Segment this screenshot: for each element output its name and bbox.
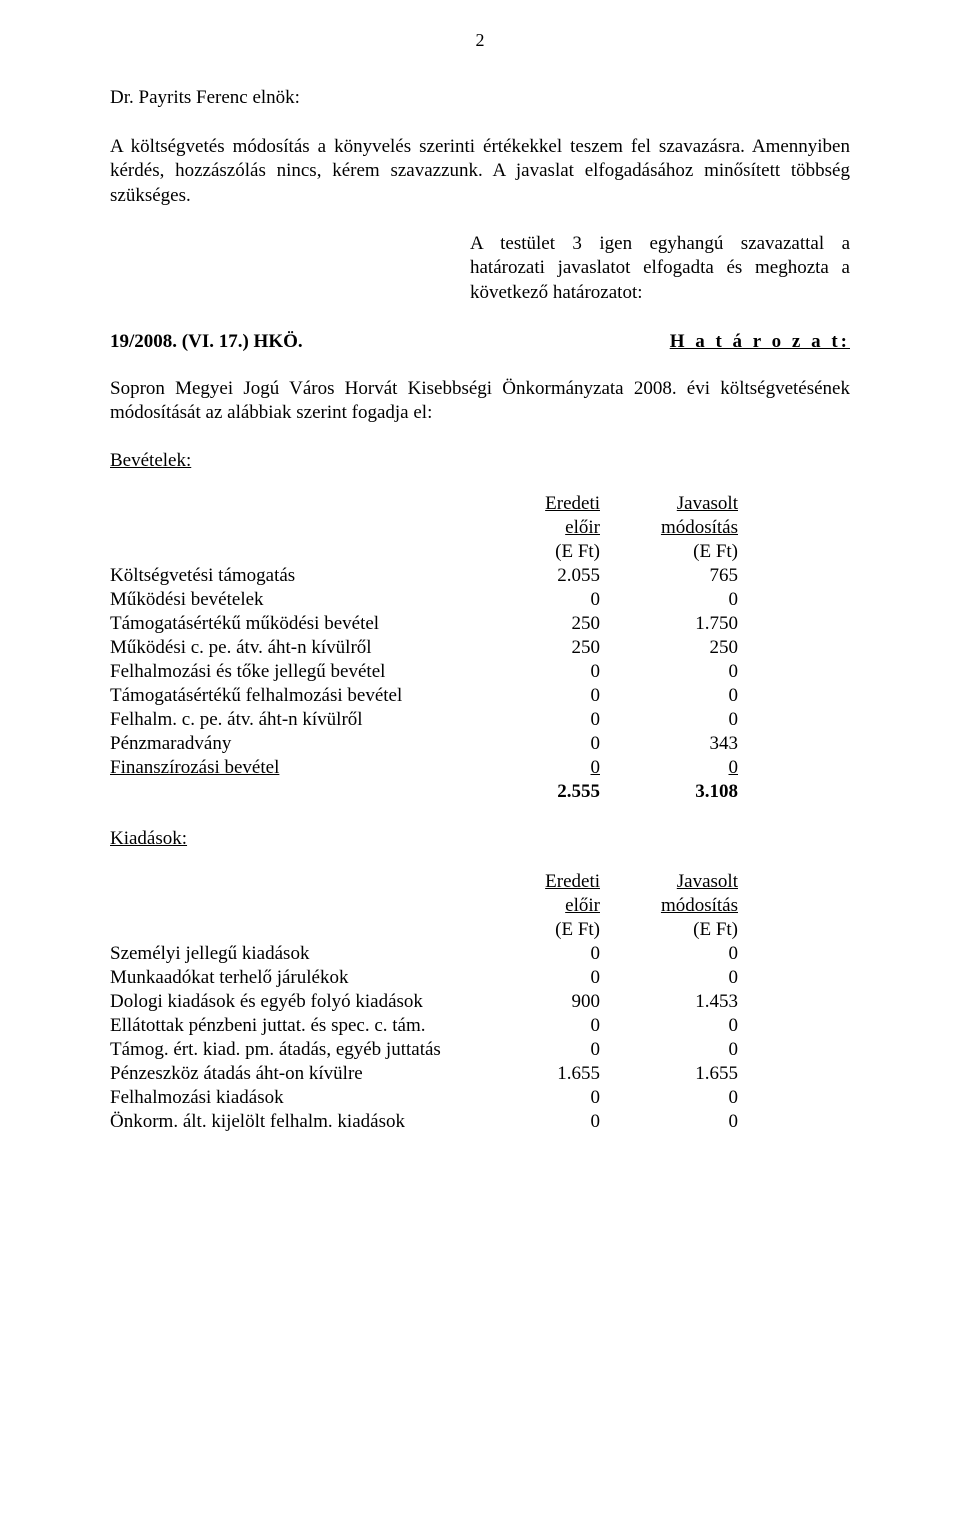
table-row: Személyi jellegű kiadások00 — [110, 942, 738, 966]
expenses-table: Eredeti Javasolt előir módosítás (E Ft) … — [110, 870, 738, 1134]
table-row: Pénzeszköz átadás áht-on kívülre1.6551.6… — [110, 1062, 738, 1086]
table-row: Támogatásértékű felhalmozási bevétel00 — [110, 684, 738, 708]
head-c2-a: Javasolt — [618, 492, 738, 516]
revenues-label: Bevételek: — [110, 450, 850, 472]
table-row: Felhalm. c. pe. átv. áht-n kívülről00 — [110, 708, 738, 732]
table-row: Dologi kiadások és egyéb folyó kiadások9… — [110, 990, 738, 1014]
head-row-2: előir módosítás — [110, 516, 738, 540]
table-row: Működési c. pe. átv. áht-n kívülről25025… — [110, 636, 738, 660]
head-row-1: Eredeti Javasolt — [110, 870, 738, 894]
page-number: 2 — [110, 30, 850, 51]
speaker-name: Dr. Payrits Ferenc elnök: — [110, 87, 850, 109]
head-c1-a: Eredeti — [500, 870, 618, 894]
table-row: Munkaadókat terhelő járulékok00 — [110, 966, 738, 990]
table-row: Önkorm. ált. kijelölt felhalm. kiadások0… — [110, 1110, 738, 1134]
paragraph-2: Sopron Megyei Jogú Város Horvát Kisebbsé… — [110, 377, 850, 426]
head-row-3: (E Ft) (E Ft) — [110, 918, 738, 942]
table-row: Felhalmozási és tőke jellegű bevétel00 — [110, 660, 738, 684]
resolution-ref-right: H a t á r o z a t: — [670, 331, 850, 353]
head-c1-a: Eredeti — [500, 492, 618, 516]
table-row: Finanszírozási bevétel00 — [110, 756, 738, 780]
head-row-1: Eredeti Javasolt — [110, 492, 738, 516]
head-c2-c: (E Ft) — [618, 918, 738, 942]
table-row: Felhalmozási kiadások00 — [110, 1086, 738, 1110]
head-c1-b: előir — [500, 894, 618, 918]
resolution-block: A testület 3 igen egyhangú szavazattal a… — [470, 232, 850, 305]
paragraph-1: A költségvetés módosítás a könyvelés sze… — [110, 135, 850, 208]
head-c1-c: (E Ft) — [500, 540, 618, 564]
table-row: Ellátottak pénzbeni juttat. és spec. c. … — [110, 1014, 738, 1038]
head-c2-b: módosítás — [618, 516, 738, 540]
table-row: Költségvetési támogatás2.055765 — [110, 564, 738, 588]
expenses-body: Személyi jellegű kiadások00 Munkaadókat … — [110, 942, 738, 1134]
revenues-body: Költségvetési támogatás2.055765 Működési… — [110, 564, 738, 804]
expenses-label: Kiadások: — [110, 828, 850, 850]
resolution-ref-left: 19/2008. (VI. 17.) HKÖ. — [110, 331, 303, 353]
head-row-3: (E Ft) (E Ft) — [110, 540, 738, 564]
resolution-ref-line: 19/2008. (VI. 17.) HKÖ. H a t á r o z a … — [110, 331, 850, 353]
table-row: Támogatásértékű működési bevétel2501.750 — [110, 612, 738, 636]
table-row: Támog. ért. kiad. pm. átadás, egyéb jutt… — [110, 1038, 738, 1062]
head-row-2: előir módosítás — [110, 894, 738, 918]
table-row: Működési bevételek00 — [110, 588, 738, 612]
table-total-row: 2.5553.108 — [110, 780, 738, 804]
head-c1-c: (E Ft) — [500, 918, 618, 942]
head-c2-b: módosítás — [618, 894, 738, 918]
table-row: Pénzmaradvány0343 — [110, 732, 738, 756]
head-c2-c: (E Ft) — [618, 540, 738, 564]
head-c1-b: előir — [500, 516, 618, 540]
document-page: 2 Dr. Payrits Ferenc elnök: A költségvet… — [0, 0, 960, 1529]
head-c2-a: Javasolt — [618, 870, 738, 894]
revenues-table: Eredeti Javasolt előir módosítás (E Ft) … — [110, 492, 738, 804]
